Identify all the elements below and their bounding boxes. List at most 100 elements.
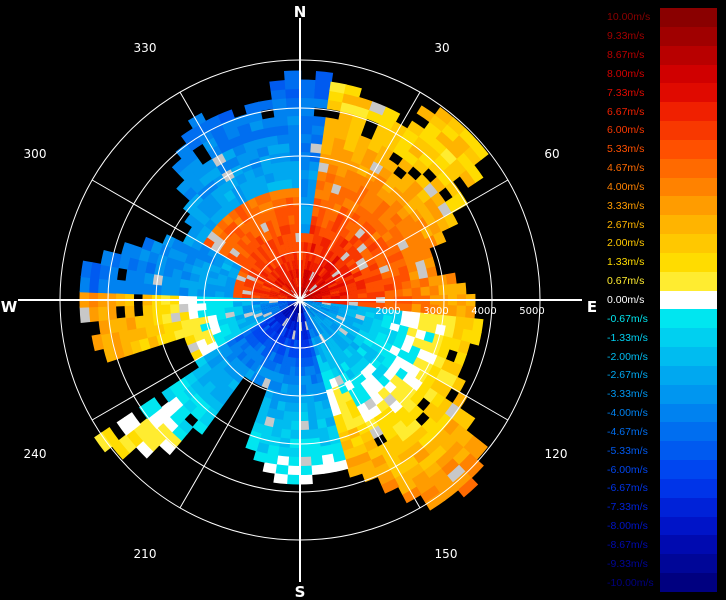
echo-cell xyxy=(273,312,283,320)
echo-cell xyxy=(318,267,327,277)
velocity-color-legend: 10.00m/s 9.33m/s 8.67m/s 8.00m/s 7.33m/s 6.67… xyxy=(605,8,717,593)
legend-entry: 1.33m/s xyxy=(605,252,717,273)
echo-cell xyxy=(327,311,338,318)
echo-cell xyxy=(288,260,294,271)
echo-cell xyxy=(279,290,289,296)
echo-cell xyxy=(276,244,284,256)
echo-cell xyxy=(272,246,281,257)
echo-cell xyxy=(463,146,482,166)
legend-entry: 2.67m/s xyxy=(605,215,717,235)
echo-cell xyxy=(286,300,297,304)
echo-cell xyxy=(274,409,285,421)
echo-cell xyxy=(142,282,153,295)
echo-cell xyxy=(160,303,171,315)
echo-cell xyxy=(286,474,300,485)
echo-cell xyxy=(464,459,484,479)
echo-cell xyxy=(420,304,431,315)
echo-cell xyxy=(301,287,305,297)
legend-entry: -10.00m/s xyxy=(605,573,717,593)
echo-cell xyxy=(383,283,395,292)
echo-cell xyxy=(242,285,253,292)
echo-cell xyxy=(348,354,360,366)
echo-cell xyxy=(291,178,301,189)
echo-cell xyxy=(320,305,331,310)
echo-cell xyxy=(282,215,290,226)
echo-cell xyxy=(307,187,317,199)
bearing-label-60: 60 xyxy=(544,147,559,161)
echo-cell xyxy=(214,235,227,248)
echo-cell xyxy=(318,226,327,238)
echo-cell xyxy=(242,344,254,356)
echo-cell xyxy=(418,128,437,146)
echo-cell xyxy=(287,375,295,386)
bearing-label-330: 330 xyxy=(134,41,157,55)
echo-cell xyxy=(304,375,312,386)
echo-cell xyxy=(304,269,309,279)
echo-cell xyxy=(310,286,319,293)
echo-cell xyxy=(146,335,160,349)
echo-cell xyxy=(346,344,357,356)
legend-entry: 10.00m/s xyxy=(605,8,717,28)
echo-cell xyxy=(217,109,235,124)
echo-cell xyxy=(445,315,457,329)
echo-cell xyxy=(287,456,300,467)
echo-cell xyxy=(262,282,273,289)
echo-cell xyxy=(449,337,462,353)
echo-cell xyxy=(236,337,248,348)
echo-cell xyxy=(359,247,372,258)
echo-cell xyxy=(313,225,322,236)
echo-cell xyxy=(302,339,307,350)
echo-cell xyxy=(97,277,109,294)
echo-cell xyxy=(260,287,271,293)
echo-cell xyxy=(115,279,127,294)
echo-cell xyxy=(440,147,458,166)
echo-cell xyxy=(290,278,296,289)
echo-cell xyxy=(366,347,379,359)
echo-cell xyxy=(276,314,285,323)
echo-cell xyxy=(254,136,269,150)
echo-cell xyxy=(340,439,354,452)
velocity-ppi-plot: N E S W 30 60 120 150 210 240 300 330 20… xyxy=(1,3,597,600)
echo-cell xyxy=(310,215,319,226)
echo-cell xyxy=(268,238,277,249)
echo-cell xyxy=(367,139,384,154)
echo-cell xyxy=(284,79,302,90)
echo-cell xyxy=(214,290,225,298)
echo-cell xyxy=(118,254,131,270)
echo-cell xyxy=(213,131,230,146)
echo-cell xyxy=(286,465,300,476)
echo-cell xyxy=(281,419,292,431)
echo-cell xyxy=(306,269,311,280)
echo-cell xyxy=(299,366,306,377)
echo-cell xyxy=(284,187,294,199)
echo-cell xyxy=(238,364,251,377)
echo-cell xyxy=(290,169,301,180)
echo-cell xyxy=(333,459,349,472)
echo-cell xyxy=(275,313,284,322)
echo-cell xyxy=(279,316,288,326)
echo-cell xyxy=(388,345,402,357)
echo-cell xyxy=(303,291,312,298)
echo-cell xyxy=(272,170,284,182)
echo-cell xyxy=(355,257,367,267)
echo-cell xyxy=(337,341,347,352)
legend-entry: -0.67m/s xyxy=(605,309,717,329)
echo-cell xyxy=(247,321,258,330)
echo-cell xyxy=(235,274,247,283)
legend-label: 4.67m/s xyxy=(607,162,645,175)
echo-cell xyxy=(214,284,226,293)
echo-cell xyxy=(188,279,199,290)
echo-cell xyxy=(338,205,350,218)
echo-cell xyxy=(250,291,261,296)
echo-cell xyxy=(292,187,301,198)
echo-cell xyxy=(181,326,194,338)
echo-cell xyxy=(340,267,351,276)
echo-cell xyxy=(320,217,330,229)
echo-cell xyxy=(305,320,311,331)
azimuth-spoke xyxy=(91,299,301,421)
echo-cell xyxy=(417,432,435,449)
echo-cell xyxy=(278,292,288,297)
echo-cell xyxy=(323,181,335,193)
echo-cell xyxy=(286,251,292,262)
echo-cell xyxy=(111,440,130,460)
